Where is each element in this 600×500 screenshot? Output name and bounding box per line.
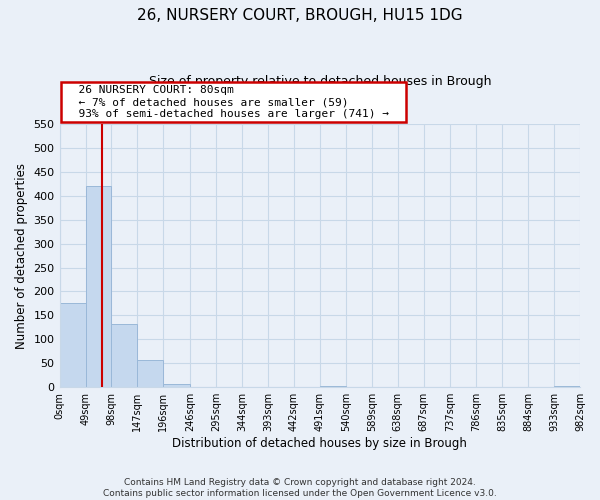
Bar [554, 386, 580, 387]
Bar [320, 386, 346, 387]
Text: Contains HM Land Registry data © Crown copyright and database right 2024.
Contai: Contains HM Land Registry data © Crown c… [103, 478, 497, 498]
Text: 26, NURSERY COURT, BROUGH, HU15 1DG: 26, NURSERY COURT, BROUGH, HU15 1DG [137, 8, 463, 22]
Bar [59, 304, 86, 387]
Bar [163, 384, 190, 387]
Bar [137, 360, 163, 387]
Bar [112, 324, 137, 387]
Text: 26 NURSERY COURT: 80sqm
  ← 7% of detached houses are smaller (59)
  93% of semi: 26 NURSERY COURT: 80sqm ← 7% of detached… [65, 86, 402, 118]
Y-axis label: Number of detached properties: Number of detached properties [15, 162, 28, 348]
X-axis label: Distribution of detached houses by size in Brough: Distribution of detached houses by size … [172, 437, 467, 450]
Bar [86, 186, 112, 387]
Title: Size of property relative to detached houses in Brough: Size of property relative to detached ho… [149, 75, 491, 88]
